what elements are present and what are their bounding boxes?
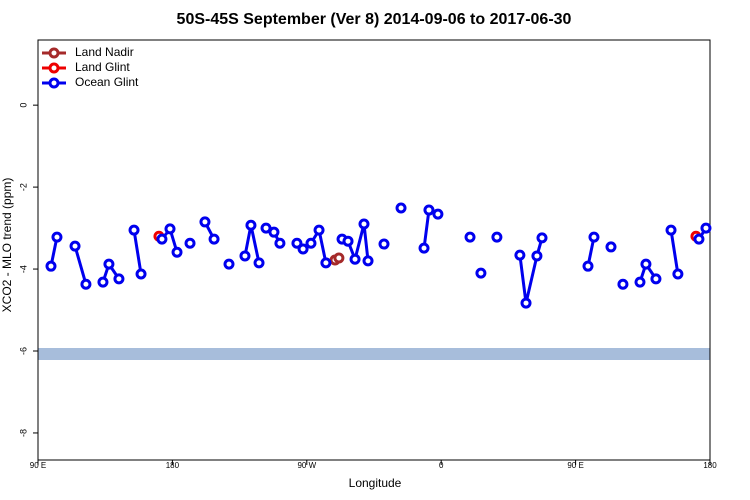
- point: [313, 224, 325, 236]
- point: [97, 276, 109, 288]
- point: [208, 233, 220, 245]
- point: [135, 268, 147, 280]
- point: [297, 243, 309, 255]
- point: [475, 267, 487, 279]
- chart-title: 50S-45S September (Ver 8) 2014-09-06 to …: [177, 11, 572, 28]
- x-tick-label: 90 E: [30, 461, 46, 470]
- point: [582, 260, 594, 272]
- y-tick-label: 0: [18, 103, 28, 108]
- point: [514, 249, 526, 261]
- point: [693, 233, 705, 245]
- point: [349, 253, 361, 265]
- point: [164, 223, 176, 235]
- point: [418, 242, 430, 254]
- point: [260, 222, 272, 234]
- x-tick-label: 0: [439, 461, 444, 470]
- point: [253, 257, 265, 269]
- point: [239, 250, 251, 262]
- point: [171, 246, 183, 258]
- point: [362, 255, 374, 267]
- plot-frame: [37, 39, 711, 461]
- legend-label: Land Glint: [75, 60, 130, 74]
- legend-marker: [48, 47, 60, 59]
- legend-marker: [48, 77, 60, 89]
- point: [80, 278, 92, 290]
- point: [223, 258, 235, 270]
- point: [156, 233, 168, 245]
- point: [491, 231, 503, 243]
- y-axis-label: XCO2 - MLO trend (ppm): [0, 178, 14, 313]
- point: [333, 252, 345, 264]
- y-tick-label: -6: [18, 347, 28, 355]
- x-axis-label: Longitude: [349, 476, 402, 490]
- point: [103, 258, 115, 270]
- point: [128, 224, 140, 236]
- point: [640, 258, 652, 270]
- point: [531, 250, 543, 262]
- point: [184, 237, 196, 249]
- y-tick-label: -4: [18, 265, 28, 273]
- point: [45, 260, 57, 272]
- legend-label: Ocean Glint: [75, 75, 139, 89]
- point: [588, 231, 600, 243]
- legend-marker: [48, 62, 60, 74]
- point: [605, 241, 617, 253]
- point: [199, 216, 211, 228]
- point: [700, 222, 712, 234]
- point: [378, 238, 390, 250]
- point: [617, 278, 629, 290]
- point: [634, 276, 646, 288]
- point: [464, 231, 476, 243]
- point: [245, 219, 257, 231]
- point: [320, 257, 332, 269]
- point: [358, 218, 370, 230]
- point: [51, 231, 63, 243]
- x-tick-label: 180: [703, 461, 717, 470]
- point: [672, 268, 684, 280]
- point: [520, 297, 532, 309]
- point: [274, 237, 286, 249]
- point: [113, 273, 125, 285]
- x-tick-label: 90 W: [297, 461, 316, 470]
- point: [69, 240, 81, 252]
- y-tick-label: -2: [18, 183, 28, 191]
- point: [291, 237, 303, 249]
- legend-label: Land Nadir: [75, 45, 134, 59]
- x-tick-label: 90 E: [567, 461, 583, 470]
- point: [423, 204, 435, 216]
- point: [536, 232, 548, 244]
- point: [650, 273, 662, 285]
- point: [268, 226, 280, 238]
- point: [305, 237, 317, 249]
- point: [665, 224, 677, 236]
- series-line: [49, 207, 708, 304]
- point: [432, 208, 444, 220]
- point: [395, 202, 407, 214]
- ocean-band: [38, 348, 710, 360]
- point: [342, 235, 354, 247]
- y-tick-label: -8: [18, 429, 28, 437]
- x-tick-label: 180: [166, 461, 180, 470]
